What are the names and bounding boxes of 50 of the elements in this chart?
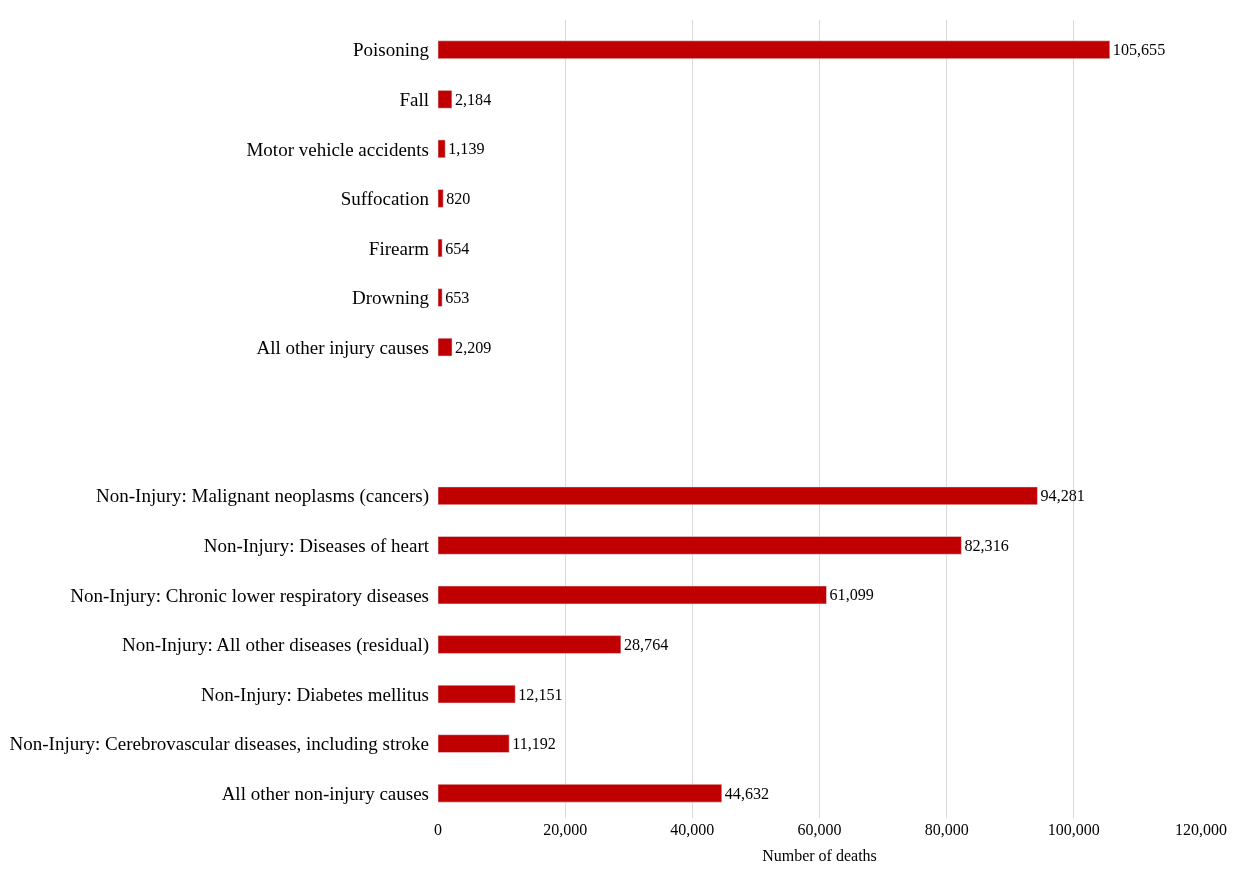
data-label: 94,281 xyxy=(1040,487,1085,505)
data-label: 12,151 xyxy=(518,685,563,703)
bar xyxy=(438,288,443,307)
data-label: 820 xyxy=(446,189,471,207)
y-tick-label: Non-Injury: All other diseases (residual) xyxy=(121,634,429,657)
data-label: 653 xyxy=(445,289,470,307)
y-tick-label: Motor vehicle accidents xyxy=(246,138,429,160)
x-axis-title: Number of deaths xyxy=(762,846,877,864)
bar xyxy=(438,486,1038,505)
bar xyxy=(438,784,723,803)
bar xyxy=(438,585,827,605)
y-tick-label: Firearm xyxy=(368,237,430,259)
data-label: 2,184 xyxy=(454,90,492,108)
y-tick-label: Drowning xyxy=(351,287,430,309)
x-tick-label: 20,000 xyxy=(543,821,588,838)
y-tick-label: Suffocation xyxy=(340,188,430,210)
bar xyxy=(438,536,962,555)
bar xyxy=(438,139,446,159)
y-tick-label: Fall xyxy=(399,88,429,110)
x-tick-label: 0 xyxy=(434,821,442,838)
bar xyxy=(438,40,1111,59)
data-label: 2,209 xyxy=(455,338,492,356)
y-tick-label: Non-Injury: Chronic lower respiratory diseases xyxy=(70,584,429,606)
data-label: 105,655 xyxy=(1112,41,1166,59)
bar xyxy=(438,337,453,357)
x-tick-label: 100,000 xyxy=(1047,821,1100,838)
data-label: 28,764 xyxy=(623,636,669,654)
bar xyxy=(438,734,510,753)
y-tick-label: All other injury causes xyxy=(256,336,429,358)
y-tick-label: Non-Injury: Cerebrovascular diseases, including stroke xyxy=(9,733,429,755)
x-tick-label: 80,000 xyxy=(924,821,969,838)
bar xyxy=(438,90,453,109)
data-label: 11,192 xyxy=(512,735,556,753)
y-tick-label: Non-Injury: Diseases of heart xyxy=(203,535,430,557)
data-label: 654 xyxy=(445,239,470,257)
y-tick-label: All other non-injury causes xyxy=(221,782,429,804)
data-label: 82,316 xyxy=(964,536,1009,554)
bar xyxy=(438,684,516,704)
y-tick-label: Non-Injury: Malignant neoplasms (cancers) xyxy=(96,485,429,508)
bar xyxy=(438,189,444,208)
y-tick-label: Non-Injury: Diabetes mellitus xyxy=(201,683,429,705)
x-tick-label: 60,000 xyxy=(797,821,842,838)
bar xyxy=(438,238,443,258)
y-tick-label: Poisoning xyxy=(352,39,430,61)
data-label: 61,099 xyxy=(829,586,874,604)
bar xyxy=(438,635,622,654)
x-tick-label: 40,000 xyxy=(670,821,715,838)
data-label: 44,632 xyxy=(724,784,770,802)
x-tick-label: 120,000 xyxy=(1175,821,1227,838)
data-label: 1,139 xyxy=(448,140,485,158)
